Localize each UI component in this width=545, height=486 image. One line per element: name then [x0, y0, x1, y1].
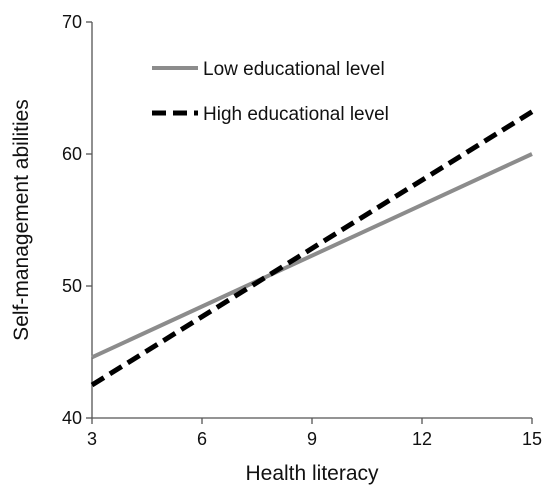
legend-label: High educational level [203, 104, 389, 125]
x-tick-label: 12 [412, 429, 432, 449]
x-tick-label: 6 [197, 429, 207, 449]
x-axis-label: Health literacy [245, 462, 379, 485]
y-tick-label: 40 [62, 408, 82, 428]
legend-label: Low educational level [203, 59, 385, 80]
legend: Low educational level High educational le… [152, 59, 389, 125]
axes: 40 50 60 70 3 6 9 12 15 [62, 12, 542, 449]
series-line-high-educational-level [90, 109, 534, 388]
x-tick-label: 9 [307, 429, 317, 449]
y-axis-label: Self-management abilities [10, 99, 33, 341]
y-tick-label: 50 [62, 276, 82, 296]
series-line-low-educational-level [91, 152, 533, 360]
y-tick-label: 60 [62, 144, 82, 164]
x-tick-label: 3 [87, 429, 97, 449]
y-tick-label: 70 [62, 12, 82, 32]
series-lines [90, 109, 534, 388]
x-tick-label: 15 [522, 429, 542, 449]
